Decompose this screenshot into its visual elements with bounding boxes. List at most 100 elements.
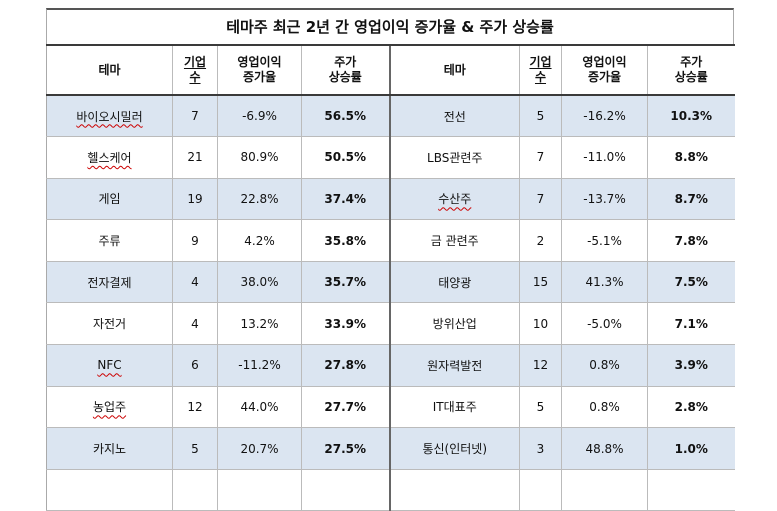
header-count-bottom: 수	[189, 70, 201, 84]
count-cell: 9	[172, 219, 218, 262]
header-row: 테마 기업 수 영업이익 증가율 주가 상승률 테마 기업 수 영업이익 증가율 주가 상승…	[46, 44, 735, 96]
theme-name: 수산주	[438, 192, 472, 207]
theme-cell: 주류	[46, 219, 173, 262]
header-count-right: 기업 수	[519, 44, 562, 96]
theme-cell: 전선	[388, 95, 520, 138]
price-growth-cell: 3.9%	[647, 344, 735, 387]
table-row: 카지노 5 20.7% 27.5% 통신(인터넷) 3 48.8% 1.0%	[46, 427, 735, 470]
count-cell: 5	[519, 95, 562, 138]
header-count-bottom: 수	[534, 70, 547, 84]
header-price-top: 주가	[334, 55, 357, 69]
price-growth-cell: 27.8%	[301, 344, 390, 387]
data-sheet: 테마주 최근 2년 간 영업이익 증가율 & 주가 상승률 테마 기업 수 영업이…	[46, 8, 735, 511]
price-growth-cell: 27.7%	[301, 386, 390, 429]
count-cell: 10	[519, 302, 562, 346]
header-op-bottom: 증가율	[242, 70, 277, 84]
price-growth-cell: 7.1%	[647, 302, 735, 346]
count-cell: 5	[519, 386, 562, 429]
op-growth-cell: 4.2%	[217, 219, 302, 262]
theme-cell: 카지노	[46, 427, 173, 470]
theme-cell: 태양광	[388, 261, 520, 304]
theme-cell: 바이오시밀러	[46, 95, 173, 138]
count-cell: 4	[172, 261, 218, 304]
theme-name: 헬스케어	[87, 150, 132, 165]
theme-cell: 자전거	[46, 302, 173, 346]
header-op-left: 영업이익 증가율	[217, 44, 302, 96]
price-growth-cell: 35.7%	[301, 261, 390, 304]
op-growth-cell: 80.9%	[217, 136, 302, 179]
header-price-top: 주가	[680, 55, 703, 69]
op-growth-cell: 41.3%	[561, 261, 648, 304]
price-growth-cell: 27.5%	[301, 427, 390, 470]
header-op-top: 영업이익	[582, 55, 627, 69]
op-growth-cell: 0.8%	[561, 386, 648, 429]
theme-cell: 방위산업	[388, 302, 520, 346]
op-growth-cell: 13.2%	[217, 302, 302, 346]
table-title: 테마주 최근 2년 간 영업이익 증가율 & 주가 상승률	[46, 8, 734, 44]
theme-name: NFC	[97, 358, 122, 373]
op-growth-cell: 0.8%	[561, 344, 648, 387]
price-growth-cell: 7.5%	[647, 261, 735, 304]
table-row: 바이오시밀러 7 -6.9% 56.5% 전선 5 -16.2% 10.3%	[46, 95, 735, 138]
header-count-left: 기업 수	[172, 44, 218, 96]
table-row: 자전거 4 13.2% 33.9% 방위산업 10 -5.0% 7.1%	[46, 302, 735, 346]
theme-name: 농업주	[92, 400, 127, 415]
theme-stock-table: 테마 기업 수 영업이익 증가율 주가 상승률 테마 기업 수 영업이익 증가율 주가 상승…	[46, 44, 735, 511]
count-cell: 3	[519, 427, 562, 470]
header-count-top: 기업	[529, 55, 552, 69]
count-cell: 7	[519, 178, 562, 221]
price-growth-cell: 2.8%	[647, 386, 735, 429]
count-cell: 6	[172, 344, 218, 387]
count-cell: 12	[519, 344, 562, 387]
theme-cell: 금 관련주	[388, 219, 520, 262]
op-growth-cell: -6.9%	[217, 95, 302, 138]
theme-cell: LBS관련주	[388, 136, 520, 179]
op-growth-cell: 48.8%	[561, 427, 648, 470]
count-cell: 7	[172, 95, 218, 138]
table-row: 게임 19 22.8% 37.4% 수산주 7 -13.7% 8.7%	[46, 178, 735, 221]
price-growth-cell: 8.7%	[647, 178, 735, 221]
op-growth-cell: 38.0%	[217, 261, 302, 304]
op-growth-cell: -5.1%	[561, 219, 648, 262]
header-price-bottom: 상승률	[674, 70, 708, 84]
theme-cell: 농업주	[46, 386, 173, 429]
price-growth-cell: 7.8%	[647, 219, 735, 262]
price-growth-cell: 10.3%	[647, 95, 735, 138]
theme-cell: 게임	[46, 178, 173, 221]
table-row: 전자결제 4 38.0% 35.7% 태양광 15 41.3% 7.5%	[46, 261, 735, 304]
price-growth-cell: 1.0%	[647, 427, 735, 470]
table-row: 주류 9 4.2% 35.8% 금 관련주 2 -5.1% 7.8%	[46, 219, 735, 262]
op-growth-cell: 44.0%	[217, 386, 302, 429]
theme-cell: 수산주	[388, 178, 520, 221]
header-theme-left: 테마	[46, 44, 173, 96]
op-growth-cell: -11.0%	[561, 136, 648, 179]
count-cell: 7	[519, 136, 562, 179]
table-row: 농업주 12 44.0% 27.7% IT대표주 5 0.8% 2.8%	[46, 386, 735, 429]
header-op-bottom: 증가율	[587, 70, 622, 84]
price-growth-cell: 33.9%	[301, 302, 390, 346]
header-price-right: 주가 상승률	[647, 44, 735, 96]
theme-cell: 원자력발전	[388, 344, 520, 387]
op-growth-cell: 20.7%	[217, 427, 302, 470]
header-op-right: 영업이익 증가율	[561, 44, 648, 96]
count-cell: 12	[172, 386, 218, 429]
op-growth-cell: 22.8%	[217, 178, 302, 221]
count-cell: 19	[172, 178, 218, 221]
header-op-top: 영업이익	[237, 55, 282, 69]
count-cell: 4	[172, 302, 218, 346]
op-growth-cell: -16.2%	[561, 95, 648, 138]
table-row: NFC 6 -11.2% 27.8% 원자력발전 12 0.8% 3.9%	[46, 344, 735, 387]
header-count-top: 기업	[183, 55, 207, 69]
header-price-bottom: 상승률	[328, 70, 362, 84]
theme-cell: 전자결제	[46, 261, 173, 304]
price-growth-cell: 56.5%	[301, 95, 390, 138]
price-growth-cell: 50.5%	[301, 136, 390, 179]
count-cell: 5	[172, 427, 218, 470]
op-growth-cell: -13.7%	[561, 178, 648, 221]
theme-cell: 통신(인터넷)	[388, 427, 520, 470]
count-cell: 2	[519, 219, 562, 262]
price-growth-cell: 8.8%	[647, 136, 735, 179]
op-growth-cell: -5.0%	[561, 302, 648, 346]
count-cell: 15	[519, 261, 562, 304]
theme-cell: IT대표주	[388, 386, 520, 429]
